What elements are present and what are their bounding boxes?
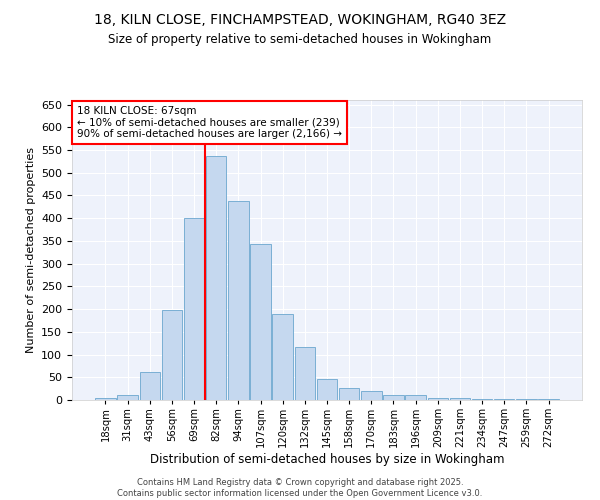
Bar: [383, 394, 404, 400]
Text: 18, KILN CLOSE, FINCHAMPSTEAD, WOKINGHAM, RG40 3EZ: 18, KILN CLOSE, FINCHAMPSTEAD, WOKINGHAM…: [94, 12, 506, 26]
Bar: [272, 314, 293, 400]
Bar: [538, 399, 559, 400]
X-axis label: Distribution of semi-detached houses by size in Wokingham: Distribution of semi-detached houses by …: [150, 453, 504, 466]
Bar: [450, 398, 470, 400]
Bar: [161, 310, 182, 400]
Bar: [317, 379, 337, 400]
Text: 18 KILN CLOSE: 67sqm
← 10% of semi-detached houses are smaller (239)
90% of semi: 18 KILN CLOSE: 67sqm ← 10% of semi-detac…: [77, 106, 342, 139]
Bar: [472, 398, 493, 400]
Bar: [361, 391, 382, 400]
Y-axis label: Number of semi-detached properties: Number of semi-detached properties: [26, 147, 35, 353]
Bar: [118, 394, 138, 400]
Bar: [140, 372, 160, 400]
Text: Size of property relative to semi-detached houses in Wokingham: Size of property relative to semi-detach…: [109, 32, 491, 46]
Bar: [228, 202, 248, 400]
Bar: [339, 388, 359, 400]
Bar: [406, 396, 426, 400]
Bar: [206, 156, 226, 400]
Bar: [95, 398, 116, 400]
Bar: [295, 348, 315, 400]
Bar: [184, 218, 204, 400]
Bar: [428, 398, 448, 400]
Bar: [516, 399, 536, 400]
Text: Contains HM Land Registry data © Crown copyright and database right 2025.
Contai: Contains HM Land Registry data © Crown c…: [118, 478, 482, 498]
Bar: [494, 399, 514, 400]
Bar: [250, 244, 271, 400]
